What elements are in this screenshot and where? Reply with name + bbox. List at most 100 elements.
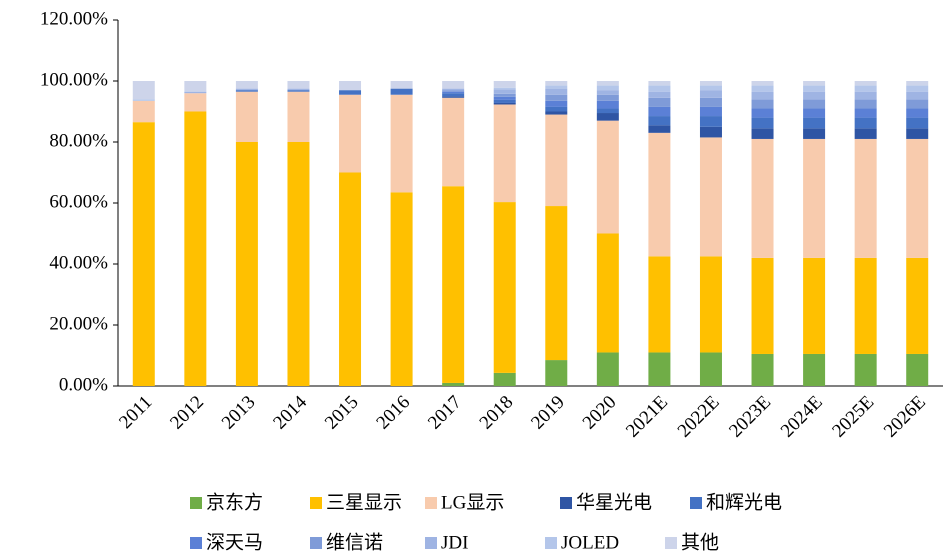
bar-segment [803,117,826,129]
bar-segment [803,138,826,258]
bar-segment [442,90,465,92]
x-tick-label: 2018 [476,392,518,434]
bar-segment [442,97,465,187]
legend-label: 华星光电 [576,491,652,513]
x-tick-label: 2012 [166,392,208,434]
bar-segment [287,91,310,142]
bar-segment [803,85,826,92]
x-tick-label: 2016 [372,392,414,434]
bar-segment [596,120,619,234]
bar-segment [803,257,826,354]
bar-segment [854,117,877,129]
x-tick-label: 2024E [777,392,827,442]
bar-segment [906,128,929,139]
bar-segment [287,88,310,91]
bar-segment [751,257,774,354]
bar-segment [235,142,258,386]
x-tick-label: 2019 [527,392,569,434]
bar-segment [906,257,929,354]
legend-swatch [190,497,202,509]
bar-segment [287,142,310,386]
bar-segment [442,93,465,97]
x-tick-label: 2023E [725,392,775,442]
bar-segment [699,106,722,117]
bar-segment [906,99,929,109]
bar-segment [493,104,516,203]
bar-segment [751,85,774,92]
bar-segment [803,108,826,118]
bar-segment [803,99,826,109]
bar-segment [235,91,258,142]
bar-segment [493,96,516,100]
legend-label: 维信诺 [326,531,383,553]
bar-segment [339,172,362,386]
y-tick-label: 120.00% [40,8,108,29]
y-tick-label: 0.00% [59,374,108,395]
bar-segment [648,116,671,126]
bar-segment [132,81,155,100]
bar-segment [545,100,568,107]
legend-label: 深天马 [206,531,263,553]
bar-segment [184,91,207,94]
bar-segment [390,88,413,95]
bar-segment [235,90,258,92]
bar-segment [648,97,671,107]
bar-segment [906,85,929,92]
bar-segment [854,91,877,100]
bar-segment [390,94,413,193]
bar-segment [751,91,774,100]
bar-segment [699,256,722,353]
bar-segment [596,90,619,95]
bar-segment [545,88,568,95]
legend-label: 和辉光电 [706,491,782,513]
bar-segment [132,122,155,387]
bar-segment [545,111,568,115]
bar-segment [699,137,722,257]
bar-segment [699,81,722,86]
bar-segment [493,89,516,94]
bar-segment [648,81,671,86]
bar-segment [648,125,671,133]
bar-segment [235,88,258,91]
bar-segment [803,353,826,386]
bar-segment [906,91,929,100]
x-tick-label: 2020 [579,392,621,434]
bar-segment [442,81,465,89]
bar-segment [132,99,155,101]
legend-swatch [560,497,572,509]
bar-segment [854,257,877,354]
bar-segment [596,81,619,86]
bar-segment [390,192,413,386]
bar-segment [184,111,207,386]
bar-segment [854,128,877,139]
bar-segment [648,85,671,92]
bar-segment [545,81,568,86]
x-tick-label: 2017 [424,392,466,434]
bar-segment [545,206,568,361]
x-tick-label: 2011 [115,392,156,433]
bar-segment [493,99,516,103]
bar-segment [493,81,516,88]
bar-segment [339,90,362,95]
legend-swatch [690,497,702,509]
bar-segment [648,106,671,117]
bar-segment [493,102,516,105]
y-tick-label: 20.00% [49,313,108,334]
bar-segment [803,128,826,139]
x-tick-label: 2022E [674,392,724,442]
bar-segment [906,81,929,86]
bar-segment [854,108,877,118]
bar-segment [906,353,929,386]
bar-segment [906,108,929,118]
bar-segment [648,91,671,98]
bar-segment [442,382,465,386]
legend-swatch [545,537,557,549]
bar-segment [648,352,671,386]
bar-segment [906,117,929,129]
bar-segment [751,138,774,258]
bar-segment [493,202,516,373]
legend-label: LG显示 [441,492,504,513]
bar-segment [751,117,774,129]
legend-swatch [425,497,437,509]
